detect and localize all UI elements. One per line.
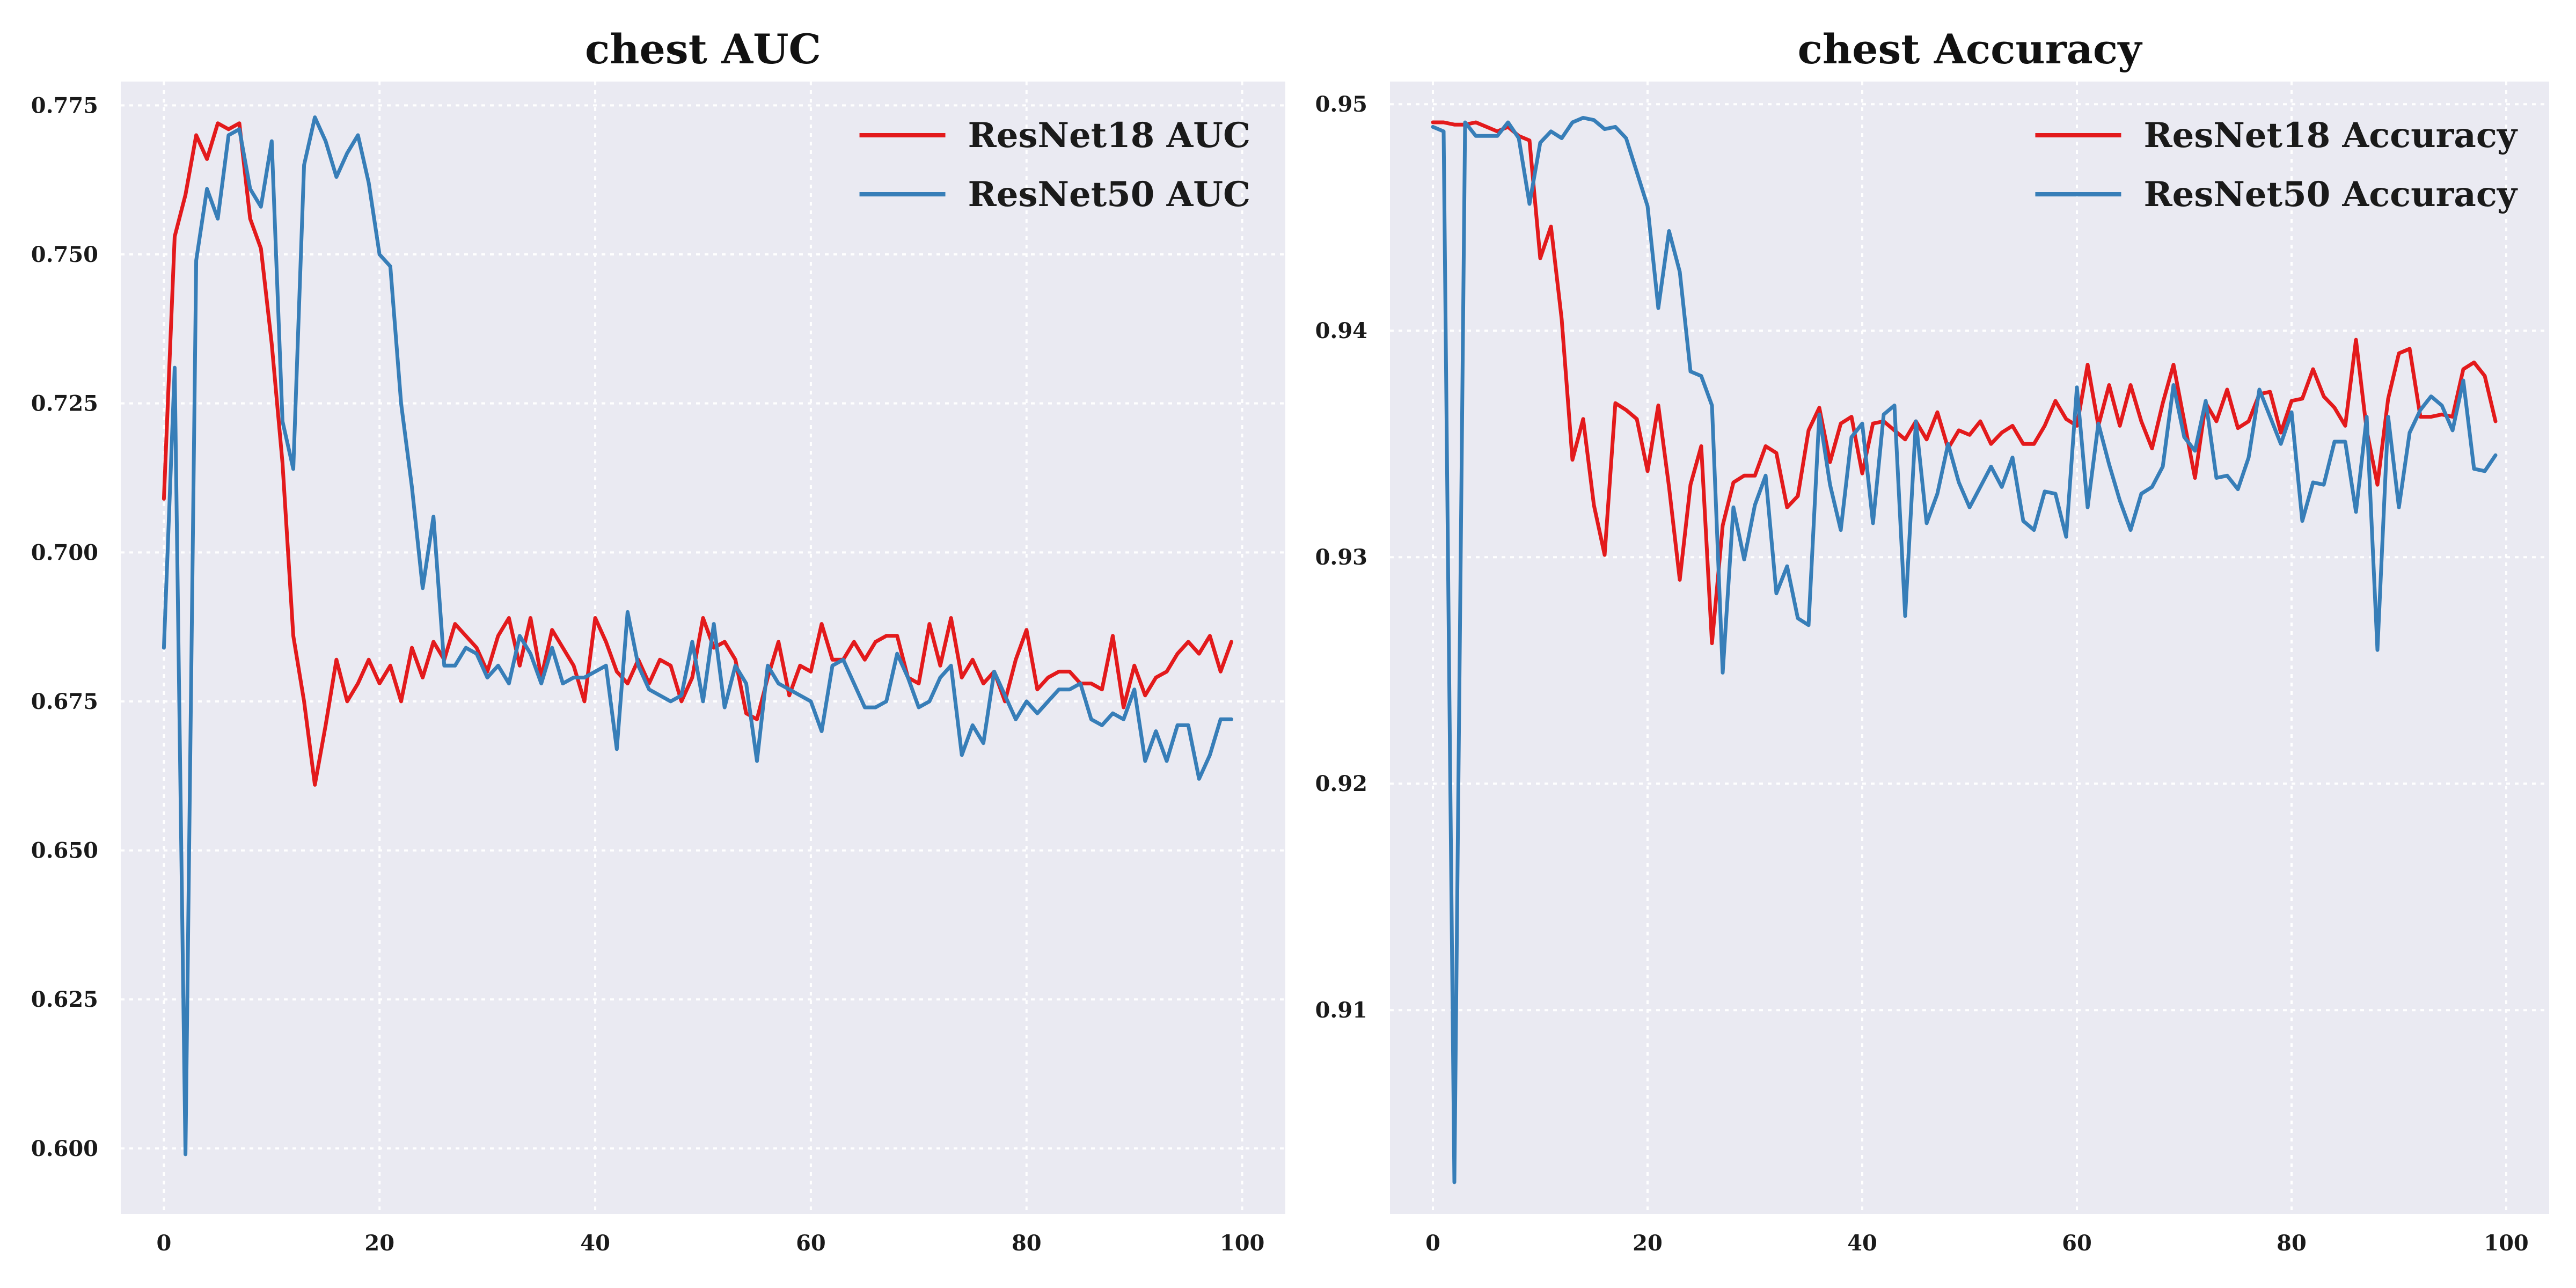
- y-tick-label: 0.725: [31, 391, 98, 416]
- series-line-resnet50-accuracy: [1431, 116, 2498, 1184]
- accuracy-chart-panel: 0 20 40 60 80 100 0.91 0.92 0.93 0.94 0.95 chest Ac…: [1315, 25, 2549, 1256]
- plot-area: [121, 82, 1285, 1214]
- x-tick-label: 80: [1012, 1231, 1042, 1256]
- auc-chart-panel: 0 20 40 60 80 100 0.600 0.625 0.650 0.675 0.700 0.7…: [31, 25, 1285, 1256]
- x-tick-label: 60: [796, 1231, 826, 1256]
- series-line-resnet50-auc: [162, 115, 1233, 1157]
- x-tick-label: 100: [1220, 1231, 1265, 1256]
- x-tick-label: 0: [1425, 1231, 1440, 1256]
- x-tick-label: 20: [364, 1231, 394, 1256]
- y-tick-label: 0.750: [31, 242, 98, 267]
- series-line-resnet18-accuracy: [1431, 120, 2498, 646]
- y-tick-label: 0.600: [31, 1136, 98, 1161]
- y-tick-label: 0.94: [1315, 318, 1367, 343]
- y-tick-label: 0.650: [31, 838, 98, 863]
- y-tick-label: 0.92: [1315, 771, 1367, 796]
- chart-title: chest AUC: [585, 25, 821, 73]
- x-tick-label: 40: [580, 1231, 610, 1256]
- legend-label: ResNet18 AUC: [968, 115, 1250, 156]
- legend-label: ResNet18 Accuracy: [2143, 115, 2518, 156]
- y-tick-label: 0.775: [31, 93, 98, 118]
- y-tick-label: 0.700: [31, 540, 98, 565]
- y-tick-label: 0.625: [31, 987, 98, 1012]
- legend-label: ResNet50 Accuracy: [2143, 174, 2518, 215]
- series-line-resnet18-auc: [162, 121, 1233, 787]
- y-tick-label: 0.91: [1315, 998, 1367, 1023]
- y-tick-label: 0.93: [1315, 545, 1367, 570]
- plot-area: [1390, 82, 2549, 1214]
- x-tick-label: 60: [2062, 1231, 2092, 1256]
- x-tick-label: 20: [1633, 1231, 1663, 1256]
- chart-title: chest Accuracy: [1798, 25, 2143, 73]
- legend-label: ResNet50 AUC: [968, 174, 1250, 215]
- y-tick-label: 0.675: [31, 689, 98, 714]
- x-tick-label: 100: [2484, 1231, 2529, 1256]
- x-tick-label: 40: [1847, 1231, 1877, 1256]
- x-tick-label: 80: [2277, 1231, 2307, 1256]
- x-tick-label: 0: [156, 1231, 171, 1256]
- y-tick-label: 0.95: [1315, 92, 1367, 117]
